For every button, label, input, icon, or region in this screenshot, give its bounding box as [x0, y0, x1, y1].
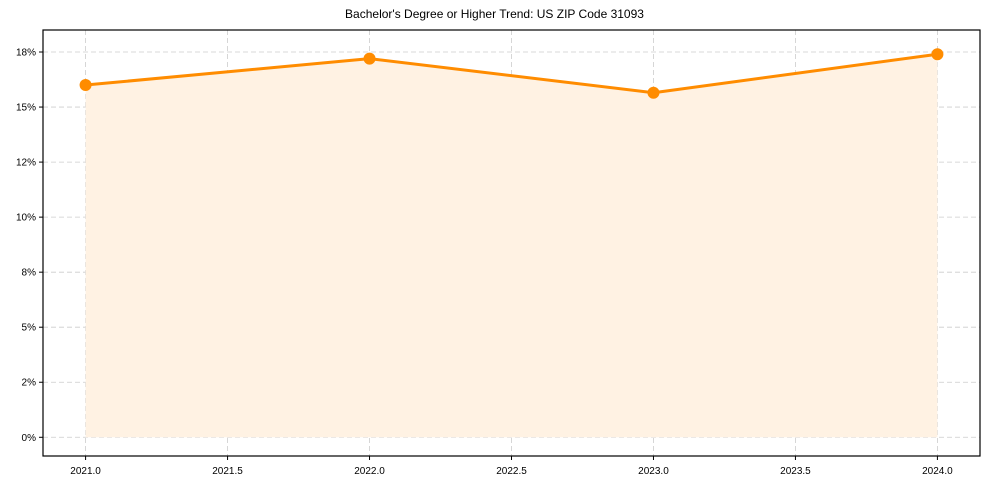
- x-tick-label: 2023.0: [638, 466, 669, 477]
- y-tick-label: 0%: [22, 433, 37, 444]
- data-markers: [79, 48, 944, 99]
- y-tick-label: 10%: [16, 213, 36, 224]
- y-tick-label: 2%: [22, 378, 37, 389]
- x-tick-label: 2023.5: [780, 466, 811, 477]
- x-tick-label: 2021.5: [212, 466, 243, 477]
- y-tick-label: 12%: [16, 158, 36, 169]
- data-point-marker: [647, 86, 660, 99]
- data-point-marker: [79, 79, 92, 92]
- x-axis: 2021.0 2021.5 2022.0 2022.5 2023.0 2023.5 2024…: [70, 456, 953, 477]
- data-point-marker: [931, 48, 944, 61]
- chart-title: Bachelor's Degree or Higher Trend: US ZI…: [345, 7, 644, 21]
- area-fill: [85, 54, 938, 438]
- data-line: [85, 52, 938, 95]
- y-tick-label: 18%: [16, 48, 36, 59]
- y-tick-label: 5%: [22, 323, 37, 334]
- x-tick-label: 2021.0: [70, 466, 101, 477]
- x-tick-label: 2024.0: [922, 466, 953, 477]
- y-tick-label: 8%: [22, 268, 37, 279]
- y-axis: 0% 2% 5% 8% 10% 12% 15% 18%: [16, 48, 43, 444]
- x-tick-label: 2022.5: [496, 466, 527, 477]
- x-tick-label: 2022.0: [354, 466, 385, 477]
- data-point-marker: [363, 52, 376, 65]
- y-tick-label: 15%: [16, 103, 36, 114]
